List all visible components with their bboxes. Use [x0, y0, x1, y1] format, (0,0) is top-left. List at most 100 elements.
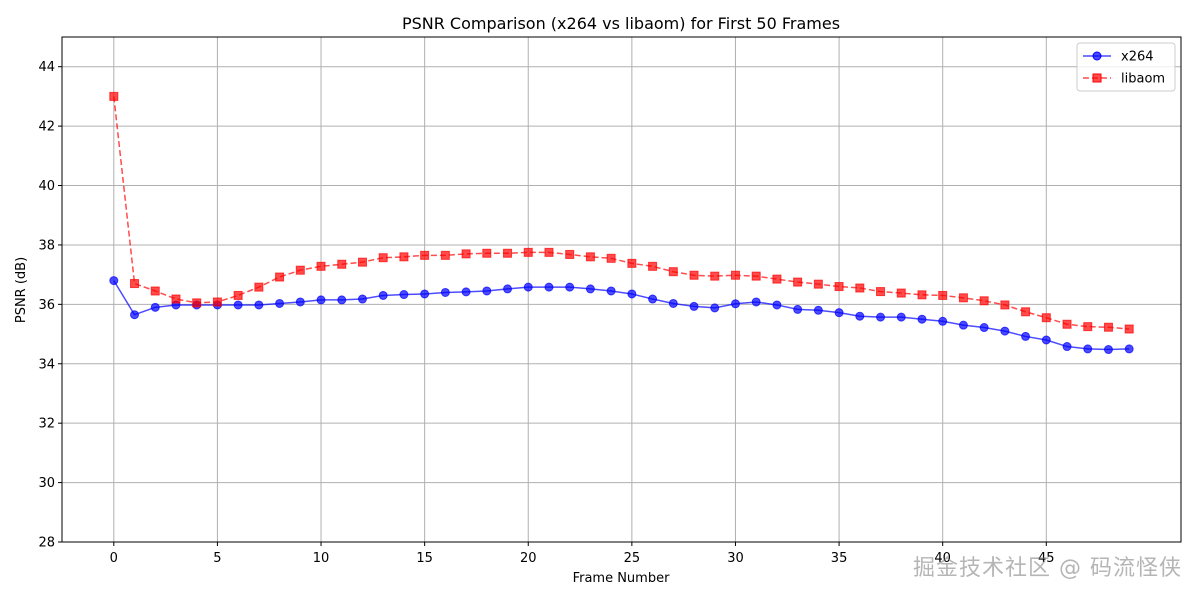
data-point-x264 — [420, 289, 430, 299]
data-point-libaom — [503, 248, 513, 258]
y-axis: 28 30 32 34 36 38 40 42 44 — [38, 60, 62, 551]
x-tick-label: 0 — [110, 551, 118, 566]
data-point-libaom — [772, 274, 782, 284]
data-point-x264 — [958, 320, 968, 330]
data-point-x264 — [668, 298, 678, 308]
data-point-x264 — [130, 310, 140, 320]
data-point-x264 — [751, 297, 761, 307]
data-point-x264 — [378, 290, 388, 300]
legend-marker — [1092, 51, 1102, 61]
data-point-libaom — [316, 261, 326, 271]
x-tick-label: 25 — [624, 551, 641, 566]
x-tick-label: 10 — [313, 551, 330, 566]
legend-marker — [1092, 73, 1102, 83]
y-tick-label: 30 — [38, 476, 55, 491]
data-point-x264 — [399, 290, 409, 300]
legend-entry-x264: x264 — [1083, 50, 1154, 65]
data-point-libaom — [565, 249, 575, 259]
data-point-libaom — [254, 282, 264, 292]
x-tick-label: 15 — [416, 551, 433, 566]
data-point-libaom — [876, 287, 886, 297]
data-point-x264 — [275, 298, 285, 308]
data-point-libaom — [482, 248, 492, 258]
x-axis: 0 5 10 15 20 25 30 35 40 45 — [110, 542, 1055, 566]
data-point-x264 — [523, 282, 533, 292]
data-point-x264 — [357, 294, 367, 304]
legend-entry-libaom: libaom — [1083, 72, 1165, 87]
data-point-x264 — [1103, 345, 1113, 355]
data-point-x264 — [896, 312, 906, 322]
data-point-libaom — [979, 296, 989, 306]
data-point-libaom — [896, 288, 906, 298]
data-point-libaom — [461, 249, 471, 259]
series-x264 — [109, 276, 1134, 355]
data-point-x264 — [834, 308, 844, 318]
data-point-libaom — [337, 259, 347, 269]
data-point-libaom — [109, 91, 119, 101]
y-tick-label: 44 — [38, 60, 55, 75]
y-tick-label: 34 — [38, 357, 55, 372]
data-point-x264 — [482, 286, 492, 296]
legend-label: libaom — [1121, 72, 1165, 87]
series-line-libaom — [113, 96, 1130, 330]
data-point-x264 — [1021, 331, 1031, 341]
data-point-libaom — [130, 279, 140, 289]
data-point-libaom — [378, 253, 388, 263]
data-point-libaom — [834, 282, 844, 292]
x-tick-label: 35 — [831, 551, 848, 566]
y-tick-label: 40 — [38, 179, 55, 194]
data-point-libaom — [606, 253, 616, 263]
data-point-libaom — [544, 247, 554, 257]
data-point-libaom — [1021, 307, 1031, 317]
x-tick-label: 5 — [213, 551, 221, 566]
data-point-x264 — [337, 295, 347, 305]
data-point-x264 — [689, 301, 699, 311]
data-point-x264 — [109, 276, 119, 286]
data-point-x264 — [855, 311, 865, 321]
data-point-libaom — [1041, 313, 1051, 323]
data-point-libaom — [855, 283, 865, 293]
y-tick-label: 38 — [38, 238, 55, 253]
y-tick-label: 42 — [38, 120, 55, 135]
data-point-libaom — [357, 257, 367, 267]
series-layer — [109, 91, 1134, 355]
data-point-libaom — [958, 293, 968, 303]
data-point-libaom — [233, 290, 243, 300]
data-point-x264 — [772, 300, 782, 310]
data-point-libaom — [399, 252, 409, 262]
data-point-libaom — [585, 252, 595, 262]
data-point-x264 — [979, 323, 989, 333]
data-point-x264 — [606, 286, 616, 296]
x-tick-label: 40 — [934, 551, 951, 566]
data-point-x264 — [1041, 335, 1051, 345]
data-point-x264 — [585, 284, 595, 294]
data-point-x264 — [793, 304, 803, 314]
data-point-x264 — [627, 289, 637, 299]
data-point-x264 — [1000, 326, 1010, 336]
grid-lines — [62, 37, 1181, 543]
data-point-x264 — [1062, 342, 1072, 352]
data-point-libaom — [938, 290, 948, 300]
data-point-x264 — [938, 316, 948, 326]
data-point-x264 — [440, 287, 450, 297]
data-point-libaom — [1083, 322, 1093, 332]
data-point-x264 — [254, 300, 264, 310]
data-point-x264 — [565, 282, 575, 292]
data-point-x264 — [648, 294, 658, 304]
data-point-libaom — [689, 270, 699, 280]
series-line-x264 — [113, 280, 1130, 351]
data-point-libaom — [710, 271, 720, 281]
data-point-libaom — [793, 277, 803, 287]
x-axis-label: Frame Number — [573, 571, 671, 586]
data-point-x264 — [503, 284, 513, 294]
data-point-libaom — [1062, 319, 1072, 329]
data-point-libaom — [523, 247, 533, 257]
data-point-x264 — [150, 302, 160, 312]
legend: x264 libaom — [1076, 42, 1176, 92]
x-tick-label: 45 — [1038, 551, 1055, 566]
data-point-libaom — [627, 258, 637, 268]
x-tick-label: 20 — [520, 551, 537, 566]
data-point-x264 — [813, 305, 823, 315]
data-point-libaom — [420, 250, 430, 260]
